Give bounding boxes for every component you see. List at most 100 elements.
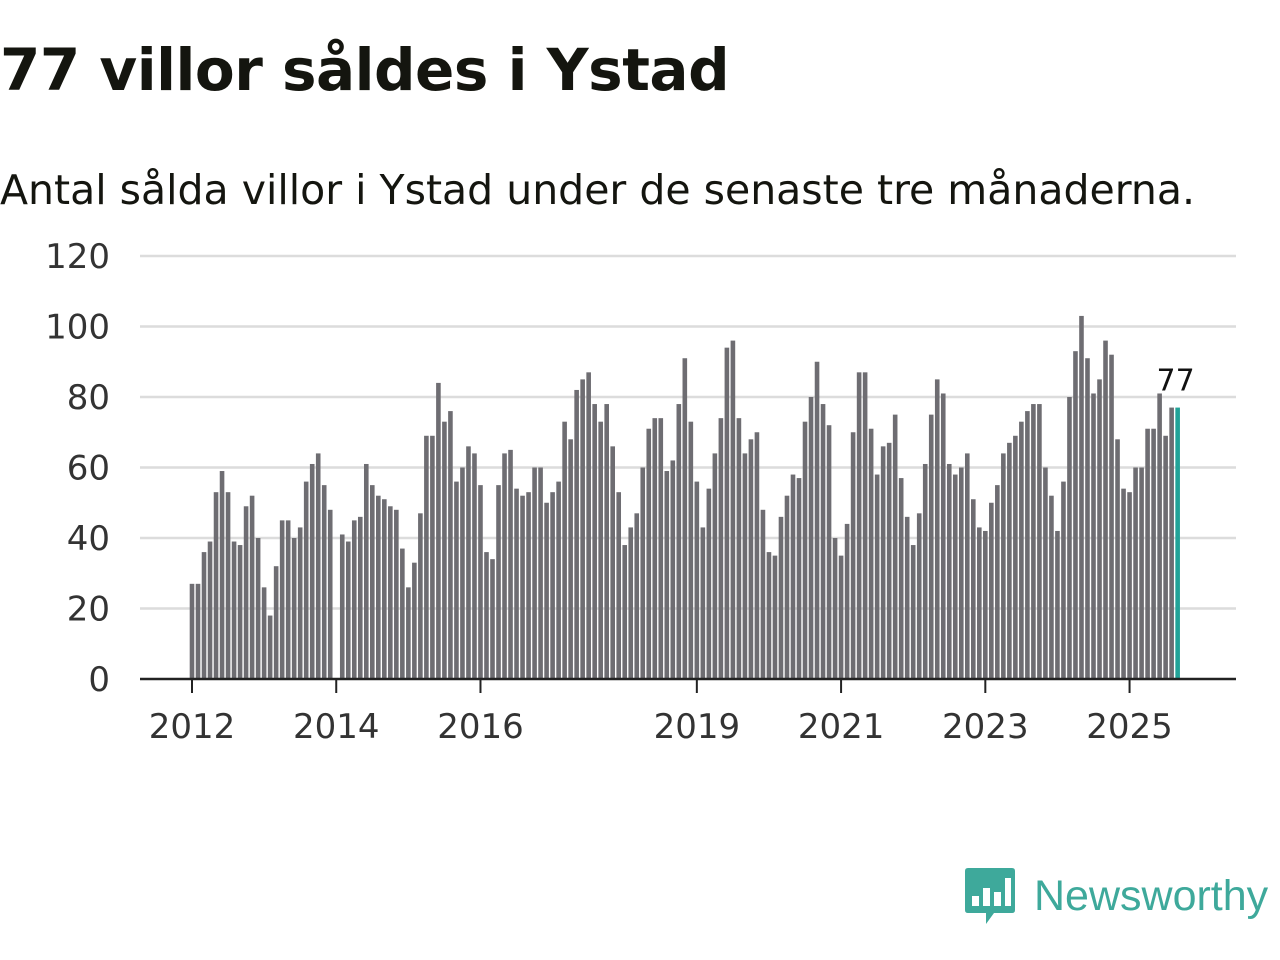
bar <box>454 481 459 679</box>
bar <box>634 513 640 679</box>
bar <box>1115 439 1120 679</box>
bar <box>213 492 219 679</box>
bar <box>604 404 609 679</box>
bar <box>237 545 243 679</box>
bar <box>1163 435 1168 679</box>
bar <box>1133 467 1138 679</box>
x-tick-label: 2023 <box>942 707 1029 747</box>
bar <box>339 534 345 679</box>
bar <box>370 485 375 679</box>
bar <box>1127 492 1132 679</box>
bar <box>995 485 1000 679</box>
bar <box>538 467 543 679</box>
y-tick-label: 40 <box>67 519 110 559</box>
bar <box>1061 481 1066 679</box>
bar <box>243 506 249 679</box>
bar <box>754 432 760 679</box>
x-tick-label: 2014 <box>293 707 380 747</box>
bar <box>1169 407 1174 679</box>
bar <box>502 453 507 679</box>
bar <box>303 481 309 679</box>
bar <box>616 492 622 679</box>
bar <box>189 583 195 679</box>
bar <box>868 428 874 679</box>
bar <box>249 495 255 679</box>
bar <box>1037 404 1042 679</box>
bar <box>406 587 411 679</box>
y-tick-label: 100 <box>45 308 110 348</box>
bar <box>448 411 453 679</box>
bar <box>1055 530 1060 679</box>
bar <box>682 358 688 679</box>
y-axis-labels: 0 20 40 60 80 100 120 <box>45 237 110 700</box>
bar <box>802 421 808 679</box>
bar <box>562 421 567 679</box>
bar-highlight <box>1175 407 1180 679</box>
bar <box>826 425 832 679</box>
y-tick-label: 20 <box>67 590 110 630</box>
bar <box>928 414 934 679</box>
bar <box>748 439 754 679</box>
bar <box>676 404 682 679</box>
bar <box>586 372 591 679</box>
bar <box>201 552 207 679</box>
bar <box>766 552 772 679</box>
bar <box>418 513 423 679</box>
bar <box>436 382 441 679</box>
bar <box>363 463 369 679</box>
bar <box>1013 435 1018 679</box>
bar <box>1049 495 1054 679</box>
bar <box>844 523 850 679</box>
bar <box>1019 421 1024 679</box>
bar <box>610 446 615 679</box>
bar <box>351 520 357 679</box>
bar <box>520 495 525 679</box>
y-tick-label: 60 <box>67 449 110 489</box>
bar <box>472 453 477 679</box>
bar <box>838 555 844 679</box>
bar <box>718 418 724 679</box>
y-tick-label: 0 <box>88 660 110 700</box>
bar <box>273 566 279 679</box>
bar <box>983 530 988 679</box>
bar <box>904 516 910 679</box>
bar <box>796 478 802 679</box>
chart-subtitle: Antal sålda villor i Ystad under de sena… <box>0 166 1195 214</box>
bar <box>1031 404 1036 679</box>
bar <box>598 421 603 679</box>
bars <box>189 315 1180 679</box>
bar <box>646 428 652 679</box>
bar <box>412 562 417 679</box>
bar <box>1085 358 1090 679</box>
bar <box>285 520 291 679</box>
bar <box>1103 340 1108 679</box>
bar <box>255 538 261 679</box>
bar <box>736 418 742 679</box>
bar <box>261 587 267 679</box>
bar <box>971 499 976 679</box>
newsworthy-logo: Newsworthy <box>964 866 1268 926</box>
y-tick-label: 120 <box>45 237 110 277</box>
bar <box>790 474 796 679</box>
bar <box>1145 428 1150 679</box>
bar <box>195 583 201 679</box>
bar <box>430 435 435 679</box>
bar <box>706 488 712 679</box>
bar <box>910 545 916 679</box>
bar <box>1121 488 1126 679</box>
bar <box>297 527 303 679</box>
bar <box>724 347 730 679</box>
bar <box>544 502 549 679</box>
bar <box>382 499 387 679</box>
bar <box>1073 351 1078 679</box>
bar <box>742 453 748 679</box>
bar <box>400 548 405 679</box>
bar <box>490 559 495 679</box>
bar <box>977 527 982 679</box>
x-tick-label: 2021 <box>798 707 885 747</box>
x-tick-label: 2019 <box>654 707 741 747</box>
bar <box>670 460 676 679</box>
brand-name: Newsworthy <box>1034 871 1269 920</box>
bar <box>1151 428 1156 679</box>
bar <box>772 555 778 679</box>
